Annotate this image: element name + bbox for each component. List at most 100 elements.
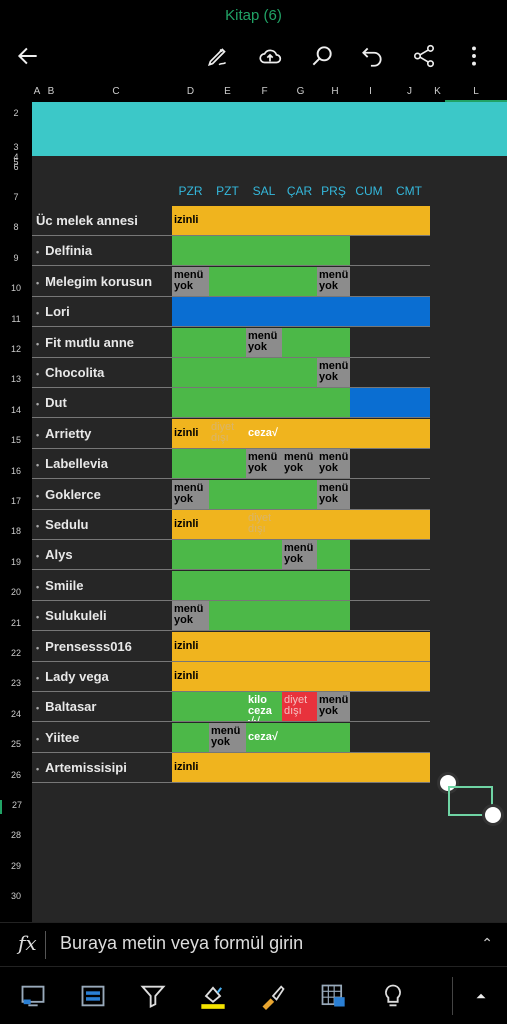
- member-name[interactable]: • Chocolita: [32, 358, 172, 388]
- member-name[interactable]: • Dut: [32, 388, 172, 418]
- search-icon[interactable]: [304, 38, 340, 74]
- table-style-icon[interactable]: [316, 979, 350, 1013]
- filter-icon[interactable]: [136, 979, 170, 1013]
- schedule-bar[interactable]: [172, 206, 430, 235]
- row-header-29[interactable]: 29: [10, 860, 21, 871]
- schedule-bar-extra[interactable]: [350, 388, 430, 418]
- member-name[interactable]: • Prensesss016: [32, 632, 172, 662]
- row-header-5[interactable]: 5: [13, 157, 19, 167]
- column-header-e[interactable]: E: [224, 86, 231, 97]
- row-header-27[interactable]: 27: [0, 800, 32, 814]
- day-cell-note[interactable]: menü yok: [172, 479, 209, 509]
- member-name[interactable]: • Smiile: [32, 571, 172, 601]
- ideas-lightbulb-icon[interactable]: [376, 979, 410, 1013]
- member-name[interactable]: • Sedulu: [32, 510, 172, 540]
- row-header-19[interactable]: 19: [10, 556, 21, 567]
- row-header-23[interactable]: 23: [10, 678, 21, 689]
- column-header-f[interactable]: F: [261, 86, 268, 97]
- member-name[interactable]: • Yiitee: [32, 723, 172, 753]
- column-header-h[interactable]: H: [331, 86, 339, 97]
- day-cell-note[interactable]: ceza√: [248, 426, 278, 439]
- column-header-d[interactable]: D: [186, 86, 195, 97]
- day-cell-note[interactable]: diyet dışı: [282, 692, 317, 722]
- day-cell-note[interactable]: menü yok: [282, 540, 317, 570]
- more-vertical-icon[interactable]: [456, 38, 492, 74]
- schedule-bar[interactable]: [172, 570, 350, 600]
- day-cell-note[interactable]: menü yok: [317, 358, 350, 387]
- day-cell-note[interactable]: izinli: [174, 426, 199, 439]
- member-name[interactable]: • Goklerce: [32, 480, 172, 510]
- schedule-bar[interactable]: [172, 418, 430, 448]
- row-header-16[interactable]: 16: [10, 465, 21, 476]
- member-name[interactable]: • Lady vega: [32, 662, 172, 692]
- member-name[interactable]: • Alys: [32, 540, 172, 570]
- day-cell-note[interactable]: izinli: [174, 639, 199, 652]
- row-header-4[interactable]: 4: [13, 152, 19, 162]
- draw-pen-icon[interactable]: [200, 38, 236, 74]
- spreadsheet-grid[interactable]: PZR PZT SAL ÇAR PRŞ CUM CMT Üc melek annesi izin…: [32, 102, 507, 922]
- row-header-2[interactable]: 2: [13, 108, 19, 118]
- member-name[interactable]: • Melegim korusun: [32, 267, 172, 297]
- day-cell-note[interactable]: izinli: [174, 761, 199, 774]
- row-header-25[interactable]: 25: [10, 739, 21, 750]
- row-header-26[interactable]: 26: [10, 769, 21, 780]
- column-header-k[interactable]: K: [434, 86, 441, 97]
- row-header-18[interactable]: 18: [10, 526, 21, 537]
- fx-icon[interactable]: fx: [18, 931, 37, 955]
- row-header-11[interactable]: 11: [11, 313, 21, 324]
- row-header-14[interactable]: 14: [10, 404, 21, 415]
- row-header-3[interactable]: 3: [13, 142, 19, 152]
- column-header-a[interactable]: A: [33, 86, 41, 97]
- schedule-bar[interactable]: [172, 753, 430, 783]
- row-header-30[interactable]: 30: [10, 891, 21, 902]
- row-header-22[interactable]: 22: [10, 648, 21, 658]
- member-name[interactable]: • Arrietty: [32, 419, 172, 449]
- cloud-upload-icon[interactable]: [252, 38, 288, 74]
- chevron-up-icon[interactable]: ⌃: [481, 935, 493, 951]
- formula-input[interactable]: Buraya metin veya formül girin: [60, 933, 304, 953]
- schedule-bar[interactable]: [172, 662, 430, 691]
- schedule-bar[interactable]: [172, 631, 430, 661]
- fill-color-icon[interactable]: [196, 979, 230, 1013]
- day-cell-note[interactable]: menü yok: [246, 327, 282, 357]
- column-header-j[interactable]: J: [407, 86, 412, 97]
- day-cell-note[interactable]: diyet dışı: [248, 512, 272, 535]
- day-cell-note[interactable]: menü yok: [282, 449, 317, 479]
- schedule-bar[interactable]: [172, 388, 350, 418]
- format-painter-icon[interactable]: [256, 979, 290, 1013]
- column-header-l[interactable]: L: [445, 82, 507, 102]
- view-icon[interactable]: [16, 979, 50, 1013]
- schedule-bar[interactable]: [172, 722, 350, 752]
- member-name[interactable]: • Sulukuleli: [32, 601, 172, 631]
- day-cell-note[interactable]: menü yok: [317, 692, 350, 722]
- row-header-20[interactable]: 20: [10, 587, 21, 598]
- column-header-i[interactable]: I: [369, 86, 372, 97]
- member-name[interactable]: • Labellevia: [32, 449, 172, 479]
- member-name[interactable]: • Baltasar: [32, 692, 172, 722]
- day-cell-note[interactable]: menü yok: [317, 479, 350, 509]
- day-cell-note[interactable]: ceza√: [248, 730, 278, 743]
- member-name[interactable]: • Delfinia: [32, 236, 172, 266]
- header-banner[interactable]: [32, 102, 507, 156]
- day-cell-note[interactable]: izinli: [174, 214, 199, 226]
- day-cell-note[interactable]: menü yok: [317, 266, 350, 296]
- schedule-bar[interactable]: [172, 236, 350, 266]
- expand-up-icon[interactable]: [464, 979, 498, 1013]
- schedule-bar[interactable]: [172, 297, 430, 327]
- column-header-g[interactable]: G: [296, 86, 305, 97]
- row-header-9[interactable]: 9: [13, 252, 19, 263]
- schedule-bar[interactable]: [172, 540, 350, 570]
- member-name[interactable]: Üc melek annesi: [32, 206, 172, 236]
- column-header-b[interactable]: B: [47, 86, 55, 97]
- selection-handle-bottom[interactable]: [482, 804, 504, 826]
- schedule-bar[interactable]: [172, 510, 430, 539]
- day-cell-note[interactable]: izinli: [174, 518, 199, 530]
- row-header-6[interactable]: 6: [13, 162, 19, 172]
- row-header-28[interactable]: 28: [10, 830, 21, 841]
- day-cell-note[interactable]: menü yok: [172, 266, 209, 296]
- row-header-13[interactable]: 13: [10, 374, 21, 385]
- day-cell-note[interactable]: menü yok: [246, 449, 282, 479]
- day-cell-note[interactable]: menü yok: [317, 449, 350, 479]
- day-cell-note[interactable]: kilo ceza √√: [248, 694, 272, 722]
- member-name[interactable]: • Artemissisipi: [32, 753, 172, 783]
